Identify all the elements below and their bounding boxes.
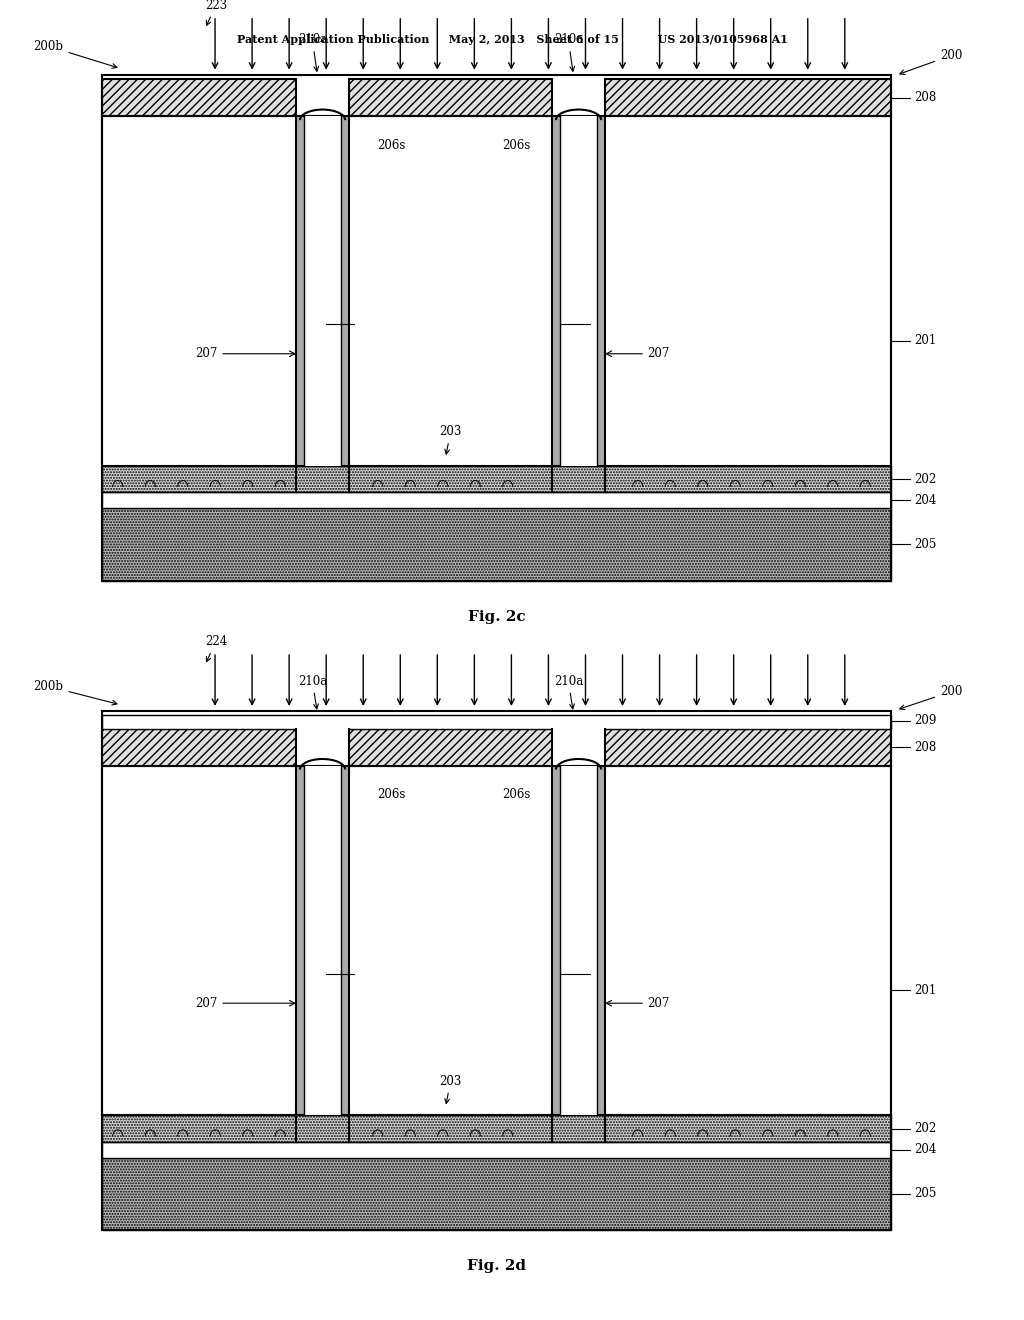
Text: 202: 202 [914, 473, 937, 486]
Bar [102, 1115, 891, 1142]
Text: 206: 206 [326, 309, 348, 321]
Bar [102, 75, 891, 581]
Text: 206: 206 [561, 958, 584, 970]
Bar [102, 729, 891, 766]
Bar [102, 715, 891, 729]
Text: 200: 200 [900, 685, 963, 710]
Bar [304, 116, 341, 466]
Text: 204: 204 [914, 1143, 937, 1156]
Text: 203: 203 [439, 1074, 462, 1104]
Bar [102, 508, 891, 581]
Bar [102, 116, 891, 466]
Bar [102, 79, 891, 116]
Text: 206s: 206s [502, 788, 530, 801]
Text: 210a: 210a [554, 33, 583, 71]
Text: 204: 204 [914, 494, 937, 507]
Text: 207: 207 [195, 997, 217, 1010]
Text: 205: 205 [914, 1188, 937, 1200]
Text: 201: 201 [914, 983, 937, 997]
Text: 210a: 210a [298, 675, 327, 709]
Text: 205: 205 [914, 539, 937, 550]
Bar [296, 116, 349, 466]
Text: 206: 206 [561, 309, 584, 321]
Text: 207: 207 [647, 997, 670, 1010]
Bar [304, 766, 341, 1115]
Text: 207: 207 [647, 347, 670, 360]
Text: Patent Application Publication     May 2, 2013   Sheet 6 of 15          US 2013/: Patent Application Publication May 2, 20… [237, 34, 787, 45]
Bar [102, 1158, 891, 1230]
Bar [552, 726, 605, 768]
Bar [102, 466, 891, 492]
Text: 201: 201 [914, 334, 937, 347]
Text: 210a: 210a [298, 33, 327, 71]
Bar [102, 466, 891, 492]
Bar [102, 508, 891, 581]
Bar [552, 116, 605, 466]
Text: 202: 202 [914, 1122, 937, 1135]
Bar [296, 766, 349, 1115]
Bar [102, 1115, 891, 1142]
Bar [552, 77, 605, 119]
Bar [102, 1158, 891, 1230]
Text: 208: 208 [914, 741, 937, 754]
Bar [102, 1142, 891, 1158]
Bar [102, 711, 891, 1230]
Text: 200: 200 [900, 49, 963, 74]
Text: 200b: 200b [34, 680, 117, 705]
Text: 224: 224 [205, 635, 227, 661]
Bar [102, 492, 891, 508]
Bar [296, 726, 349, 768]
Bar [552, 766, 605, 1115]
Text: 206s: 206s [502, 139, 530, 152]
Text: 208: 208 [914, 91, 937, 104]
Bar [102, 79, 891, 116]
Bar [560, 116, 597, 466]
Bar [560, 766, 597, 1115]
Bar [296, 77, 349, 119]
Text: 209: 209 [914, 714, 937, 727]
Text: 203: 203 [439, 425, 462, 454]
Text: 206s: 206s [377, 139, 406, 152]
Text: 206s: 206s [377, 788, 406, 801]
Text: Fig. 2d: Fig. 2d [467, 1259, 526, 1274]
Text: Fig. 2c: Fig. 2c [468, 610, 525, 624]
Bar [102, 729, 891, 766]
Text: 223: 223 [205, 0, 227, 25]
Bar [102, 766, 891, 1115]
Text: 200b: 200b [34, 40, 117, 69]
Text: 207: 207 [195, 347, 217, 360]
Text: 206: 206 [326, 958, 348, 970]
Text: 210a: 210a [554, 675, 583, 709]
